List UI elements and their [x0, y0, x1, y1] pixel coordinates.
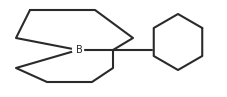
Circle shape: [72, 45, 83, 55]
Text: B: B: [75, 45, 82, 55]
